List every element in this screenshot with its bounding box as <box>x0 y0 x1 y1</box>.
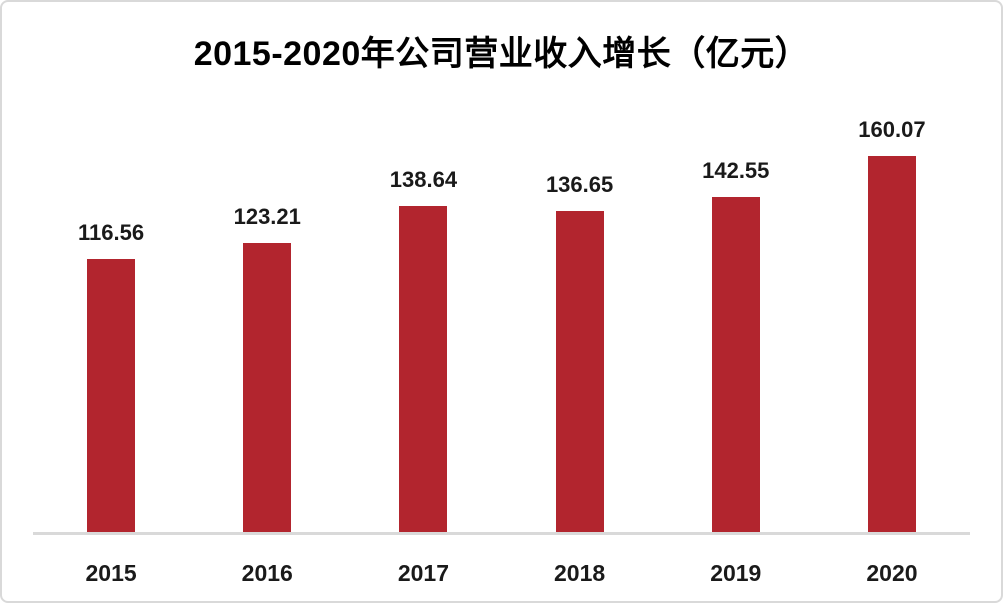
bar-2018 <box>555 211 604 535</box>
bar-slot: 136.65 <box>502 92 658 535</box>
x-axis-label-2017: 2017 <box>397 560 450 586</box>
bar-2016 <box>243 243 292 535</box>
bar-value-label: 138.64 <box>389 167 458 192</box>
bar-value-label: 123.21 <box>233 204 301 229</box>
bar-value-label: 116.56 <box>78 220 145 245</box>
x-axis-label-2020: 2020 <box>866 560 918 586</box>
bar-value-label: 160.07 <box>858 117 926 142</box>
x-axis-label-2016: 2016 <box>241 560 293 586</box>
bar-2017 <box>399 206 448 535</box>
bar-2019 <box>711 197 760 535</box>
bar-2015 <box>87 259 136 535</box>
bar-2020 <box>867 156 916 535</box>
bar-slot: 138.64 <box>345 92 501 535</box>
x-axis-label-2019: 2019 <box>710 560 762 586</box>
x-axis-line <box>33 532 970 535</box>
bar-slot: 123.21 <box>189 92 345 535</box>
bar-slot: 142.55 <box>658 92 814 535</box>
x-axis-label-2018: 2018 <box>554 560 606 586</box>
bar-value-label: 136.65 <box>545 172 614 197</box>
plot-area: 116.56 123.21 138.64 136.65 142.55 160.07 <box>33 92 970 535</box>
x-axis-label-2015: 2015 <box>85 560 137 586</box>
chart-title: 2015-2020年公司营业收入增长（亿元） <box>193 35 810 73</box>
bar-slot: 116.56 <box>33 92 189 535</box>
bar-value-label: 142.55 <box>702 158 770 183</box>
bar-slot: 160.07 <box>814 92 970 535</box>
x-axis-labels: 2015 2016 2017 2018 2019 2020 <box>33 560 970 587</box>
